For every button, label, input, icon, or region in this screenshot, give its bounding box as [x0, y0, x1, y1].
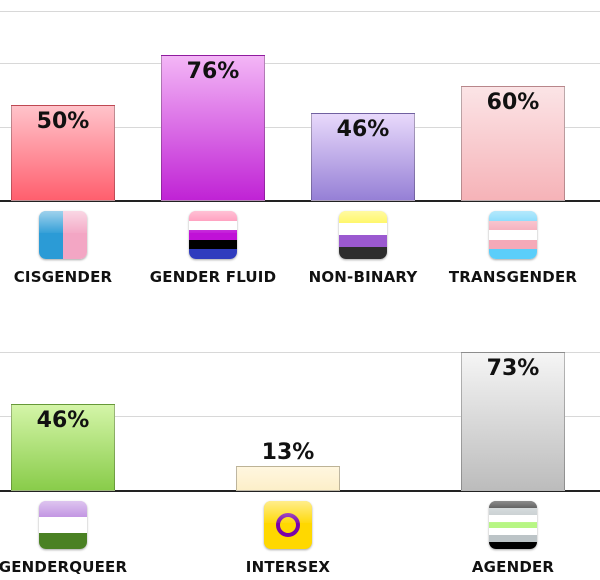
bar-transgender[interactable] [461, 86, 565, 201]
transgender-flag-icon [489, 211, 537, 259]
value-label: 76% [186, 59, 240, 84]
category-label: NON-BINARY [308, 268, 418, 286]
category-label: GENDER FLUID [149, 268, 277, 286]
category-label: GENDERQUEER [0, 558, 128, 576]
x-axis-baseline [0, 490, 600, 492]
bar-gender-fluid[interactable] [161, 55, 265, 201]
value-label: 13% [261, 440, 315, 465]
bar-intersex[interactable] [236, 466, 340, 491]
agender-flag-icon [489, 501, 537, 549]
value-label: 46% [36, 408, 90, 433]
bar-cisgender[interactable] [11, 105, 115, 201]
bar-non-binary[interactable] [311, 113, 415, 201]
genderqueer-flag-icon [39, 501, 87, 549]
category-label: INTERSEX [245, 558, 331, 576]
x-axis-baseline [0, 200, 600, 202]
gridline [0, 352, 600, 353]
gridline [0, 416, 600, 417]
gridline [0, 63, 600, 64]
bar-genderqueer[interactable] [11, 404, 115, 491]
bar-agender[interactable] [461, 352, 565, 491]
cisgender-flag-icon [39, 211, 87, 259]
category-label: TRANSGENDER [448, 268, 578, 286]
value-label: 50% [36, 109, 90, 134]
gridline [0, 11, 600, 12]
non-binary-flag-icon [339, 211, 387, 259]
value-label: 46% [336, 117, 390, 142]
category-label: AGENDER [471, 558, 555, 576]
value-label: 73% [486, 356, 540, 381]
value-label: 60% [486, 90, 540, 115]
category-label: CISGENDER [13, 268, 113, 286]
gender-fluid-flag-icon [189, 211, 237, 259]
gridline [0, 127, 600, 128]
intersex-flag-icon [264, 501, 312, 549]
